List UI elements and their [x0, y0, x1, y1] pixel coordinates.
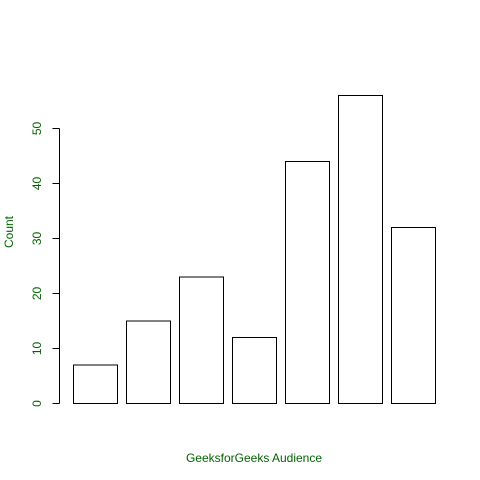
y-tick-label: 40: [30, 177, 44, 191]
bar-4: [232, 337, 277, 404]
bar-1: [73, 364, 118, 404]
bar-3: [179, 276, 224, 404]
x-axis-label: GeeksforGeeks Audience: [186, 451, 322, 465]
bar-7: [391, 227, 436, 404]
y-tick-label: 0: [30, 400, 44, 407]
y-tick-label: 10: [30, 342, 44, 356]
bar-5: [285, 161, 330, 404]
y-tick-label: 20: [30, 287, 44, 301]
y-axis-label: Count: [2, 215, 16, 248]
y-tick-label: 50: [30, 122, 44, 136]
y-axis: 0 10 20 30 40 50: [30, 122, 60, 407]
bar-6: [338, 95, 383, 404]
y-tick-label: 30: [30, 232, 44, 246]
bars-layer: [73, 95, 436, 404]
bar-2: [126, 320, 171, 404]
